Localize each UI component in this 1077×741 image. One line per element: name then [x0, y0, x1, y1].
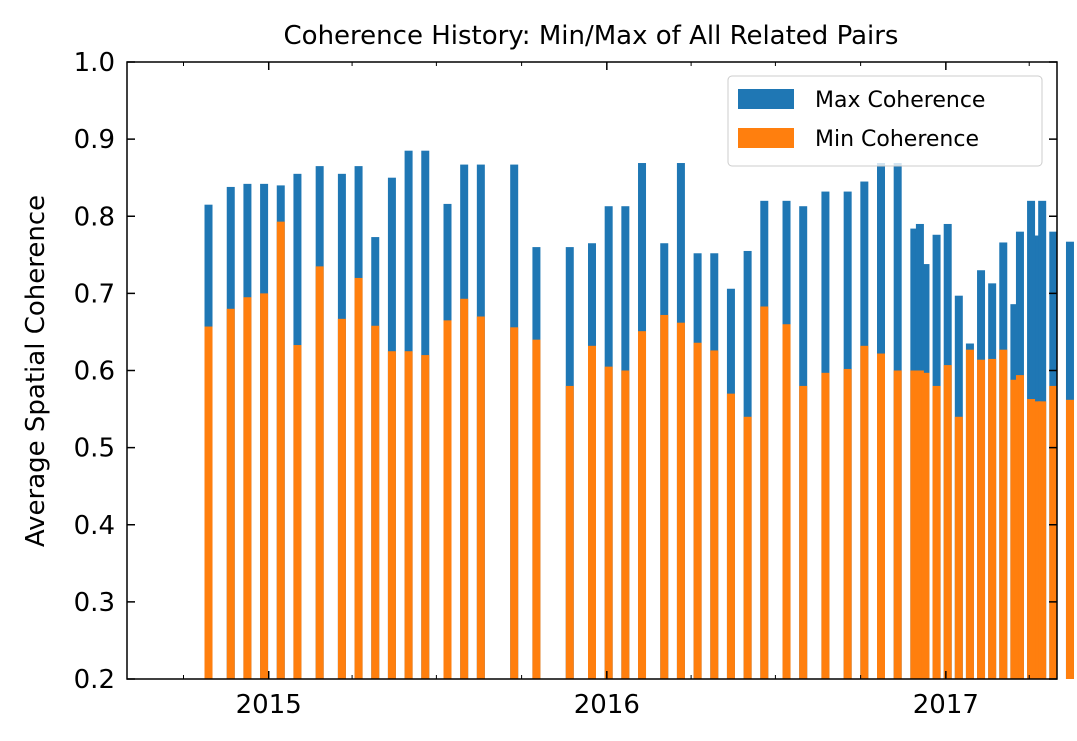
y-tick-label: 0.8 — [74, 202, 115, 232]
min-coherence-bar — [726, 393, 735, 679]
min-coherence-bar — [1010, 379, 1019, 679]
min-coherence-bar — [638, 331, 647, 679]
min-coherence-bar — [387, 351, 396, 679]
min-coherence-bar — [943, 365, 952, 679]
min-coherence-bar — [910, 370, 919, 679]
y-tick-label: 0.6 — [74, 357, 115, 387]
min-coherence-bar — [354, 277, 363, 679]
min-coherence-bar — [799, 385, 808, 679]
min-coherence-bar — [460, 298, 469, 679]
min-coherence-bar — [443, 320, 452, 679]
min-coherence-bar — [293, 345, 302, 679]
min-coherence-bar — [999, 349, 1008, 679]
y-tick-label: 0.7 — [74, 279, 115, 309]
min-coherence-bar — [476, 316, 485, 679]
min-coherence-bar — [782, 324, 791, 679]
min-coherence-bar — [1038, 401, 1047, 679]
min-coherence-bar — [843, 368, 852, 679]
legend-max-label: Max Coherence — [815, 88, 985, 113]
min-coherence-bar — [260, 293, 269, 679]
min-coherence-bar — [371, 325, 380, 679]
min-coherence-bar — [315, 266, 324, 679]
y-tick-label: 0.3 — [74, 588, 115, 618]
min-coherence-bar — [710, 350, 719, 679]
min-coherence-bar — [565, 385, 574, 679]
y-axis-label: Average Spatial Coherence — [21, 195, 51, 547]
min-coherence-bar — [977, 359, 986, 679]
min-coherence-bar — [954, 416, 963, 679]
x-tick-label: 2016 — [574, 690, 640, 720]
x-tick-label: 2017 — [913, 690, 979, 720]
min-coherence-bar — [860, 345, 869, 679]
min-coherence-bar — [1027, 399, 1036, 679]
legend-min-swatch — [738, 128, 794, 148]
min-coherence-bar — [337, 318, 346, 679]
min-coherence-bar — [965, 349, 974, 679]
y-tick-label: 0.9 — [74, 125, 115, 155]
min-coherence-bar — [243, 297, 252, 679]
min-coherence-bar — [877, 353, 885, 679]
min-coherence-bar — [226, 308, 235, 679]
min-coherence-bar — [676, 322, 685, 679]
bars-layer — [204, 150, 1074, 680]
min-coherence-bar — [421, 355, 430, 679]
legend-min-label: Min Coherence — [815, 127, 979, 152]
min-coherence-bar — [204, 326, 213, 679]
min-coherence-bar — [510, 327, 519, 679]
min-coherence-bar — [1015, 375, 1024, 679]
legend-box — [727, 75, 1043, 167]
min-coherence-bar — [693, 342, 702, 679]
x-tick-label: 2015 — [236, 690, 302, 720]
min-coherence-bar — [621, 370, 630, 679]
min-coherence-bar — [893, 370, 902, 679]
y-tick-label: 0.4 — [74, 511, 115, 541]
min-coherence-bar — [604, 366, 613, 679]
min-coherence-bar — [1049, 385, 1058, 679]
chart-title: Coherence History: Min/Max of All Relate… — [284, 21, 899, 51]
min-coherence-bar — [915, 370, 924, 679]
legend: Max Coherence Min Coherence — [727, 75, 1043, 167]
min-coherence-bar — [588, 345, 596, 679]
y-tick-label: 1.0 — [74, 48, 115, 78]
min-coherence-bar — [1065, 399, 1074, 679]
min-coherence-bar — [276, 221, 285, 679]
legend-max-swatch — [738, 89, 794, 109]
min-coherence-bar — [921, 372, 930, 679]
axes-layer: 0.2 0.3 0.4 0.5 0.6 0.7 0.8 0.9 1.0 2015 2016 2017 — [74, 48, 1058, 720]
min-coherence-bar — [760, 306, 769, 679]
min-coherence-bar — [988, 358, 997, 679]
min-coherence-bar — [821, 372, 830, 679]
min-coherence-bar — [532, 339, 541, 679]
min-coherence-bar — [1032, 401, 1041, 679]
min-coherence-bar — [660, 314, 669, 679]
y-tick-label: 0.2 — [74, 665, 115, 695]
y-tick-label: 0.5 — [74, 434, 115, 464]
min-coherence-bar — [743, 416, 752, 679]
min-coherence-bar — [404, 351, 413, 679]
min-coherence-bar — [932, 385, 941, 679]
